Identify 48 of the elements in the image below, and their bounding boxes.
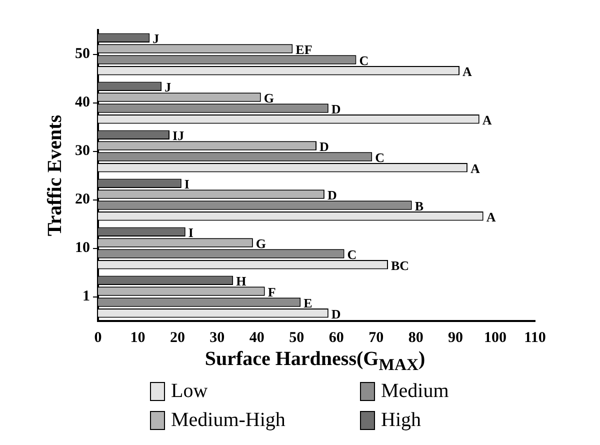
data-label: B bbox=[414, 198, 424, 214]
y-tick-label: 20 bbox=[75, 192, 90, 208]
data-label: D bbox=[327, 188, 337, 203]
x-tick-label: 100 bbox=[484, 330, 507, 346]
y-tick-label: 1 bbox=[82, 288, 90, 305]
data-label: C bbox=[347, 247, 357, 262]
y-tick-label: 10 bbox=[75, 240, 90, 256]
data-label: J bbox=[152, 31, 160, 46]
legend-label: Low bbox=[171, 380, 208, 403]
x-tick-label: 10 bbox=[130, 330, 146, 346]
data-label: BC bbox=[391, 258, 410, 273]
x-tick-label: 0 bbox=[94, 330, 102, 346]
data-label: G bbox=[264, 90, 274, 106]
data-label: A bbox=[470, 160, 480, 176]
x-tick-label: 80 bbox=[408, 330, 424, 346]
legend-label: High bbox=[381, 409, 421, 432]
data-label: G bbox=[256, 236, 266, 252]
legend-label: Medium-High bbox=[171, 409, 286, 432]
y-axis-title: Traffic Events bbox=[44, 114, 66, 236]
x-tick-label: 30 bbox=[210, 330, 225, 346]
y-tick-label: 50 bbox=[75, 46, 90, 62]
data-label: C bbox=[359, 53, 369, 68]
data-label: D bbox=[331, 102, 341, 117]
x-tick-label: 90 bbox=[448, 330, 464, 346]
data-label: A bbox=[462, 64, 473, 79]
data-label: E bbox=[304, 296, 312, 311]
x-tick-label: 60 bbox=[328, 330, 344, 346]
data-label: IJ bbox=[172, 128, 185, 144]
legend-label: Medium bbox=[381, 380, 449, 403]
y-tick-label: 30 bbox=[75, 143, 90, 160]
data-label: F bbox=[268, 284, 276, 300]
x-axis-title: Surface Hardness(G$_{MAX}$) bbox=[204, 348, 426, 375]
x-tick-label: 50 bbox=[289, 330, 304, 346]
data-label: EF bbox=[296, 42, 312, 58]
data-label: D bbox=[320, 139, 329, 154]
data-label: I bbox=[188, 225, 194, 240]
data-label: J bbox=[164, 80, 172, 95]
data-label: A bbox=[482, 112, 492, 128]
data-label: I bbox=[184, 176, 190, 192]
data-label: C bbox=[375, 150, 385, 166]
y-tick-label: 40 bbox=[75, 94, 90, 111]
data-label: A bbox=[486, 209, 496, 224]
x-tick-label: 110 bbox=[524, 330, 546, 346]
data-label: H bbox=[236, 274, 246, 289]
data-label: D bbox=[331, 306, 341, 322]
x-tick-label: 40 bbox=[249, 330, 264, 346]
x-tick-label: 20 bbox=[170, 330, 185, 346]
x-tick-label: 70 bbox=[368, 330, 384, 346]
